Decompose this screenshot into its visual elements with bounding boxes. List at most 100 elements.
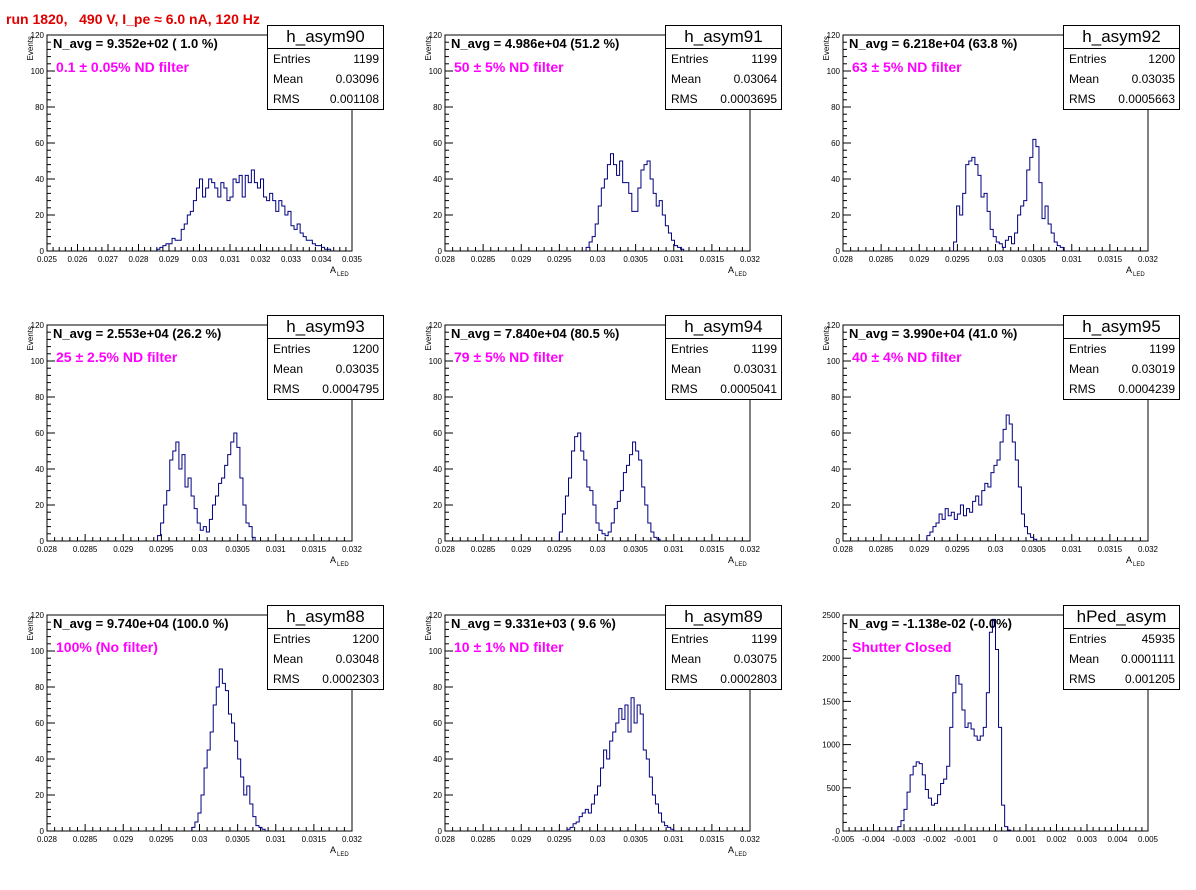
y-tick-label: 80 xyxy=(831,103,840,112)
histogram-panel-h_asym90: 0.025 0.026 0.027 0.028 0.029 0.03 0.031 0.032 0… xyxy=(0,25,390,310)
y-axis-label: Events xyxy=(822,36,831,60)
stats-box: h_asym91 Entries 1199 Mean 0.03064 RMS 0.00036… xyxy=(665,25,782,110)
x-tick-label: 0.03 xyxy=(192,545,208,554)
x-tick-label: 0.029 xyxy=(909,255,930,264)
x-tick-label: 0.0295 xyxy=(547,835,572,844)
histogram-line xyxy=(585,153,685,251)
stats-row-entries: Entries 1199 xyxy=(666,629,781,649)
x-tick-label: 0.032 xyxy=(740,255,761,264)
x-axis-label: ALED xyxy=(330,555,349,568)
y-tick-label: 60 xyxy=(35,429,44,438)
x-tick-label: 0.029 xyxy=(511,835,532,844)
filter-label: 10 ± 1% ND filter xyxy=(454,639,564,655)
stats-row-entries: Entries 1199 xyxy=(666,339,781,359)
y-tick-label: 80 xyxy=(831,393,840,402)
stats-row-mean: Mean 0.03035 xyxy=(1064,69,1179,89)
histogram-panel-h_asym89: 0.028 0.0285 0.029 0.0295 0.03 0.0305 0.031 0.0… xyxy=(398,605,788,890)
x-tick-label: 0.0315 xyxy=(302,835,327,844)
stats-box: h_asym94 Entries 1199 Mean 0.03031 RMS 0.00050… xyxy=(665,315,782,400)
y-axis-label: Events xyxy=(424,616,433,640)
stats-value: 1199 xyxy=(751,342,777,356)
x-tick-label: 0.0305 xyxy=(623,545,648,554)
stats-value: 0.03019 xyxy=(1131,362,1175,376)
histogram-name: h_asym93 xyxy=(268,316,383,339)
histogram-line xyxy=(566,697,675,831)
stats-value: 0.0004239 xyxy=(1118,382,1175,396)
stats-box: h_asym95 Entries 1199 Mean 0.03019 RMS 0.00042… xyxy=(1063,315,1180,400)
stats-box: hPed_asym Entries 45935 Mean 0.0001111 RMS 0.0… xyxy=(1063,605,1180,690)
stats-value: 1199 xyxy=(751,632,777,646)
stats-label: Entries xyxy=(1069,52,1107,66)
y-tick-label: 20 xyxy=(831,501,840,510)
filter-label: 100% (No filter) xyxy=(56,639,158,655)
x-tick-label: 0.005 xyxy=(1138,835,1159,844)
x-tick-label: 0.031 xyxy=(664,545,685,554)
histogram-plot: 0.025 0.026 0.027 0.028 0.029 0.03 0.031 0.032 0… xyxy=(26,31,363,278)
x-tick-label: 0.0305 xyxy=(1021,255,1046,264)
y-tick-label: 120 xyxy=(429,321,443,330)
stats-value: 0.03096 xyxy=(335,72,379,86)
y-tick-label: 100 xyxy=(31,357,45,366)
filter-label: 79 ± 5% ND filter xyxy=(454,349,564,365)
stats-label: RMS xyxy=(273,382,300,396)
stats-value: 0.03031 xyxy=(733,362,777,376)
stats-box: h_asym92 Entries 1200 Mean 0.03035 RMS 0.00056… xyxy=(1063,25,1180,110)
stats-label: Mean xyxy=(671,72,702,86)
histogram-panel-h_asym88: 0.028 0.0285 0.029 0.0295 0.03 0.0305 0.031 0.0… xyxy=(0,605,390,890)
stats-label: RMS xyxy=(1069,672,1096,686)
y-tick-label: 40 xyxy=(831,465,840,474)
x-tick-label: 0.029 xyxy=(113,835,134,844)
y-tick-label: 1000 xyxy=(822,741,840,750)
x-tick-label: 0.031 xyxy=(1062,255,1083,264)
stats-label: Entries xyxy=(671,52,709,66)
x-tick-label: 0.0295 xyxy=(945,545,970,554)
stats-value: 0.0002303 xyxy=(322,672,379,686)
y-tick-label: 100 xyxy=(429,647,443,656)
x-axis-label: ALED xyxy=(728,265,747,278)
stats-value: 0.0003695 xyxy=(720,92,777,106)
x-tick-label: 0.0295 xyxy=(149,545,174,554)
x-tick-label: 0.0285 xyxy=(73,835,98,844)
x-tick-label: 0.03 xyxy=(192,835,208,844)
stats-label: Mean xyxy=(273,362,304,376)
histogram-name: h_asym89 xyxy=(666,606,781,629)
n-avg-label: N_avg = 9.740e+04 (100.0 %) xyxy=(53,616,229,631)
y-tick-label: 40 xyxy=(433,465,442,474)
stats-value: 0.0005663 xyxy=(1118,92,1175,106)
x-tick-label: 0.028 xyxy=(435,255,456,264)
histogram-name: hPed_asym xyxy=(1064,606,1179,629)
x-tick-label: 0.0315 xyxy=(700,545,725,554)
x-tick-label: 0.032 xyxy=(342,545,363,554)
y-tick-label: 2500 xyxy=(822,611,840,620)
y-axis-label: Events xyxy=(822,326,831,350)
n-avg-label: N_avg = 9.352e+02 ( 1.0 %) xyxy=(53,36,218,51)
stats-label: Mean xyxy=(1069,362,1100,376)
x-tick-label: 0.032 xyxy=(740,545,761,554)
y-tick-label: 0 xyxy=(40,247,45,256)
x-tick-label: 0.001 xyxy=(1016,835,1037,844)
y-axis-label: Events xyxy=(424,326,433,350)
x-tick-label: 0.0285 xyxy=(471,255,496,264)
stats-value: 0.0001111 xyxy=(1120,652,1175,666)
y-tick-label: 500 xyxy=(827,784,841,793)
histogram-line xyxy=(558,432,661,541)
x-tick-label: 0.002 xyxy=(1046,835,1067,844)
y-tick-label: 20 xyxy=(35,501,44,510)
y-tick-label: 0 xyxy=(836,247,841,256)
x-tick-label: 0.028 xyxy=(435,545,456,554)
y-tick-label: 80 xyxy=(35,393,44,402)
histogram-line xyxy=(953,138,1064,251)
histogram-panel-h_asym93: 0.028 0.0285 0.029 0.0295 0.03 0.0305 0.031 0.0… xyxy=(0,315,390,600)
stats-label: Mean xyxy=(671,652,702,666)
y-tick-label: 100 xyxy=(429,67,443,76)
y-tick-label: 120 xyxy=(31,611,45,620)
y-tick-label: 80 xyxy=(35,683,44,692)
stats-label: Mean xyxy=(671,362,702,376)
x-tick-label: -0.002 xyxy=(923,835,946,844)
x-tick-label: 0.031 xyxy=(664,835,685,844)
stats-row-mean: Mean 0.0001111 xyxy=(1064,649,1179,669)
y-tick-label: 120 xyxy=(429,611,443,620)
y-tick-label: 0 xyxy=(836,537,841,546)
y-tick-label: 120 xyxy=(827,31,841,40)
stats-label: Mean xyxy=(273,72,304,86)
